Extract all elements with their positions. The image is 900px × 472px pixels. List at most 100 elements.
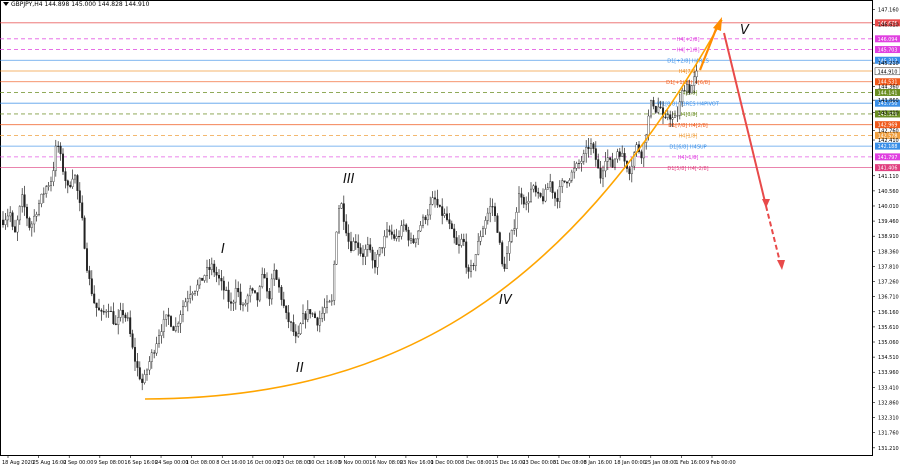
candle-body xyxy=(378,247,381,255)
candle-body xyxy=(261,274,264,287)
candle-body xyxy=(443,213,446,216)
level-label: H4[1/8] xyxy=(679,134,698,140)
time-tick-label: 9 Sep 08:00 xyxy=(94,460,124,466)
candle-body xyxy=(640,151,643,159)
candle-body xyxy=(621,153,624,157)
candle-body xyxy=(282,299,285,307)
candle-body xyxy=(342,203,345,222)
candle-body xyxy=(374,259,377,268)
ohlc-values: 144.898 145.000 144.828 144.910 xyxy=(44,1,150,8)
candle-body xyxy=(227,289,230,302)
price-tag-text: 142.188 xyxy=(878,144,898,150)
candle-body xyxy=(318,318,321,326)
candle-body xyxy=(479,236,482,242)
candle-body xyxy=(330,300,333,302)
candle-body xyxy=(486,212,489,221)
candle-body xyxy=(412,238,415,244)
candle-body xyxy=(410,238,413,241)
symbol-label: GBPJPY,H4 xyxy=(11,1,43,8)
price-tick-label: 141.110 xyxy=(878,174,899,180)
candle-body xyxy=(203,275,206,281)
candle-body xyxy=(604,161,607,172)
candle-body xyxy=(100,309,103,312)
time-tick-label: 16 Nov 08:00 xyxy=(369,460,403,466)
time-tick-label: 15 Dec 16:00 xyxy=(492,460,526,466)
price-tag-text: 141.797 xyxy=(878,155,898,161)
candle-body xyxy=(496,215,499,233)
candle-body xyxy=(386,229,389,237)
candle-body xyxy=(263,274,266,279)
candle-body xyxy=(426,214,429,221)
price-tag xyxy=(875,131,900,139)
time-tick-label: 18 Aug 2020 xyxy=(2,460,34,466)
candle-body xyxy=(59,145,62,155)
candle-body xyxy=(338,208,341,233)
candle-body xyxy=(71,178,74,187)
candle-body xyxy=(129,317,132,335)
candle-body xyxy=(155,343,158,354)
time-tick-label: 30 Oct 16:00 xyxy=(308,460,341,466)
time-tick-label: 25 Aug 16:00 xyxy=(33,460,67,466)
level-label: D1[5/8] H4[-2/8] xyxy=(667,166,708,172)
candle-body xyxy=(573,167,576,173)
candle-body xyxy=(30,223,33,228)
candle-body xyxy=(119,309,122,318)
candle-body xyxy=(244,302,247,305)
candle-body xyxy=(97,307,100,311)
candle-body xyxy=(618,151,621,157)
price-tick-label: 131.210 xyxy=(878,446,899,452)
candle-body xyxy=(304,313,307,320)
candle-body xyxy=(518,193,521,213)
chart-title: GBPJPY,H4 144.898 145.000 144.828 144.91… xyxy=(3,1,149,8)
candle-body xyxy=(424,216,427,221)
price-tag-text: 143.359 xyxy=(878,112,898,118)
price-tick-label: 137.810 xyxy=(878,264,899,270)
candle-body xyxy=(561,180,564,187)
time-tick-label: 1 Feb 16:00 xyxy=(675,460,705,466)
candle-body xyxy=(311,313,314,315)
candle-body xyxy=(662,107,665,118)
arc-curve xyxy=(144,19,723,400)
candle-body xyxy=(78,190,81,203)
candle-body xyxy=(62,153,65,172)
candle-body xyxy=(558,186,561,202)
candle-body xyxy=(381,247,384,249)
time-tick-label: 18 Jan 00:00 xyxy=(614,460,646,466)
current-price-tag xyxy=(874,67,900,76)
candle-body xyxy=(388,229,391,233)
time-tick-label: 9 Nov 00:00 xyxy=(339,460,370,466)
price-tick-label: 144.360 xyxy=(878,84,899,90)
candle-body xyxy=(587,147,590,149)
candle-body xyxy=(256,292,259,301)
candle-body xyxy=(609,157,612,160)
time-tick-label: 9 Feb 00:00 xyxy=(706,460,736,466)
price-tick-label: 132.860 xyxy=(878,400,899,406)
candle-body xyxy=(551,181,554,193)
candle-body xyxy=(650,100,653,117)
candle-body xyxy=(347,232,350,242)
candle-body xyxy=(438,204,441,207)
candle-body xyxy=(369,244,372,251)
wave-label: II xyxy=(296,361,304,376)
candle-body xyxy=(258,286,261,301)
candle-body xyxy=(13,226,16,233)
wave-label: III xyxy=(343,172,355,187)
candle-body xyxy=(42,193,45,195)
candle-body xyxy=(470,265,473,272)
candle-body xyxy=(578,163,581,165)
candle-body xyxy=(594,148,597,160)
candle-body xyxy=(628,168,631,175)
level-label: D1[7/8] H4[2/8] xyxy=(668,123,708,129)
candle-body xyxy=(157,335,160,344)
candle-body xyxy=(554,192,557,199)
current-price-text: 144.910 xyxy=(878,69,898,75)
candle-body xyxy=(462,238,465,243)
candle-body xyxy=(539,193,542,197)
candle-body xyxy=(23,194,26,208)
dropdown-arrow-icon[interactable] xyxy=(3,2,9,6)
candle-body xyxy=(184,301,187,307)
time-tick-label: 1 Dec 00:00 xyxy=(431,460,461,466)
candle-body xyxy=(64,171,67,181)
candle-body xyxy=(169,316,172,327)
candle-body xyxy=(570,171,573,181)
